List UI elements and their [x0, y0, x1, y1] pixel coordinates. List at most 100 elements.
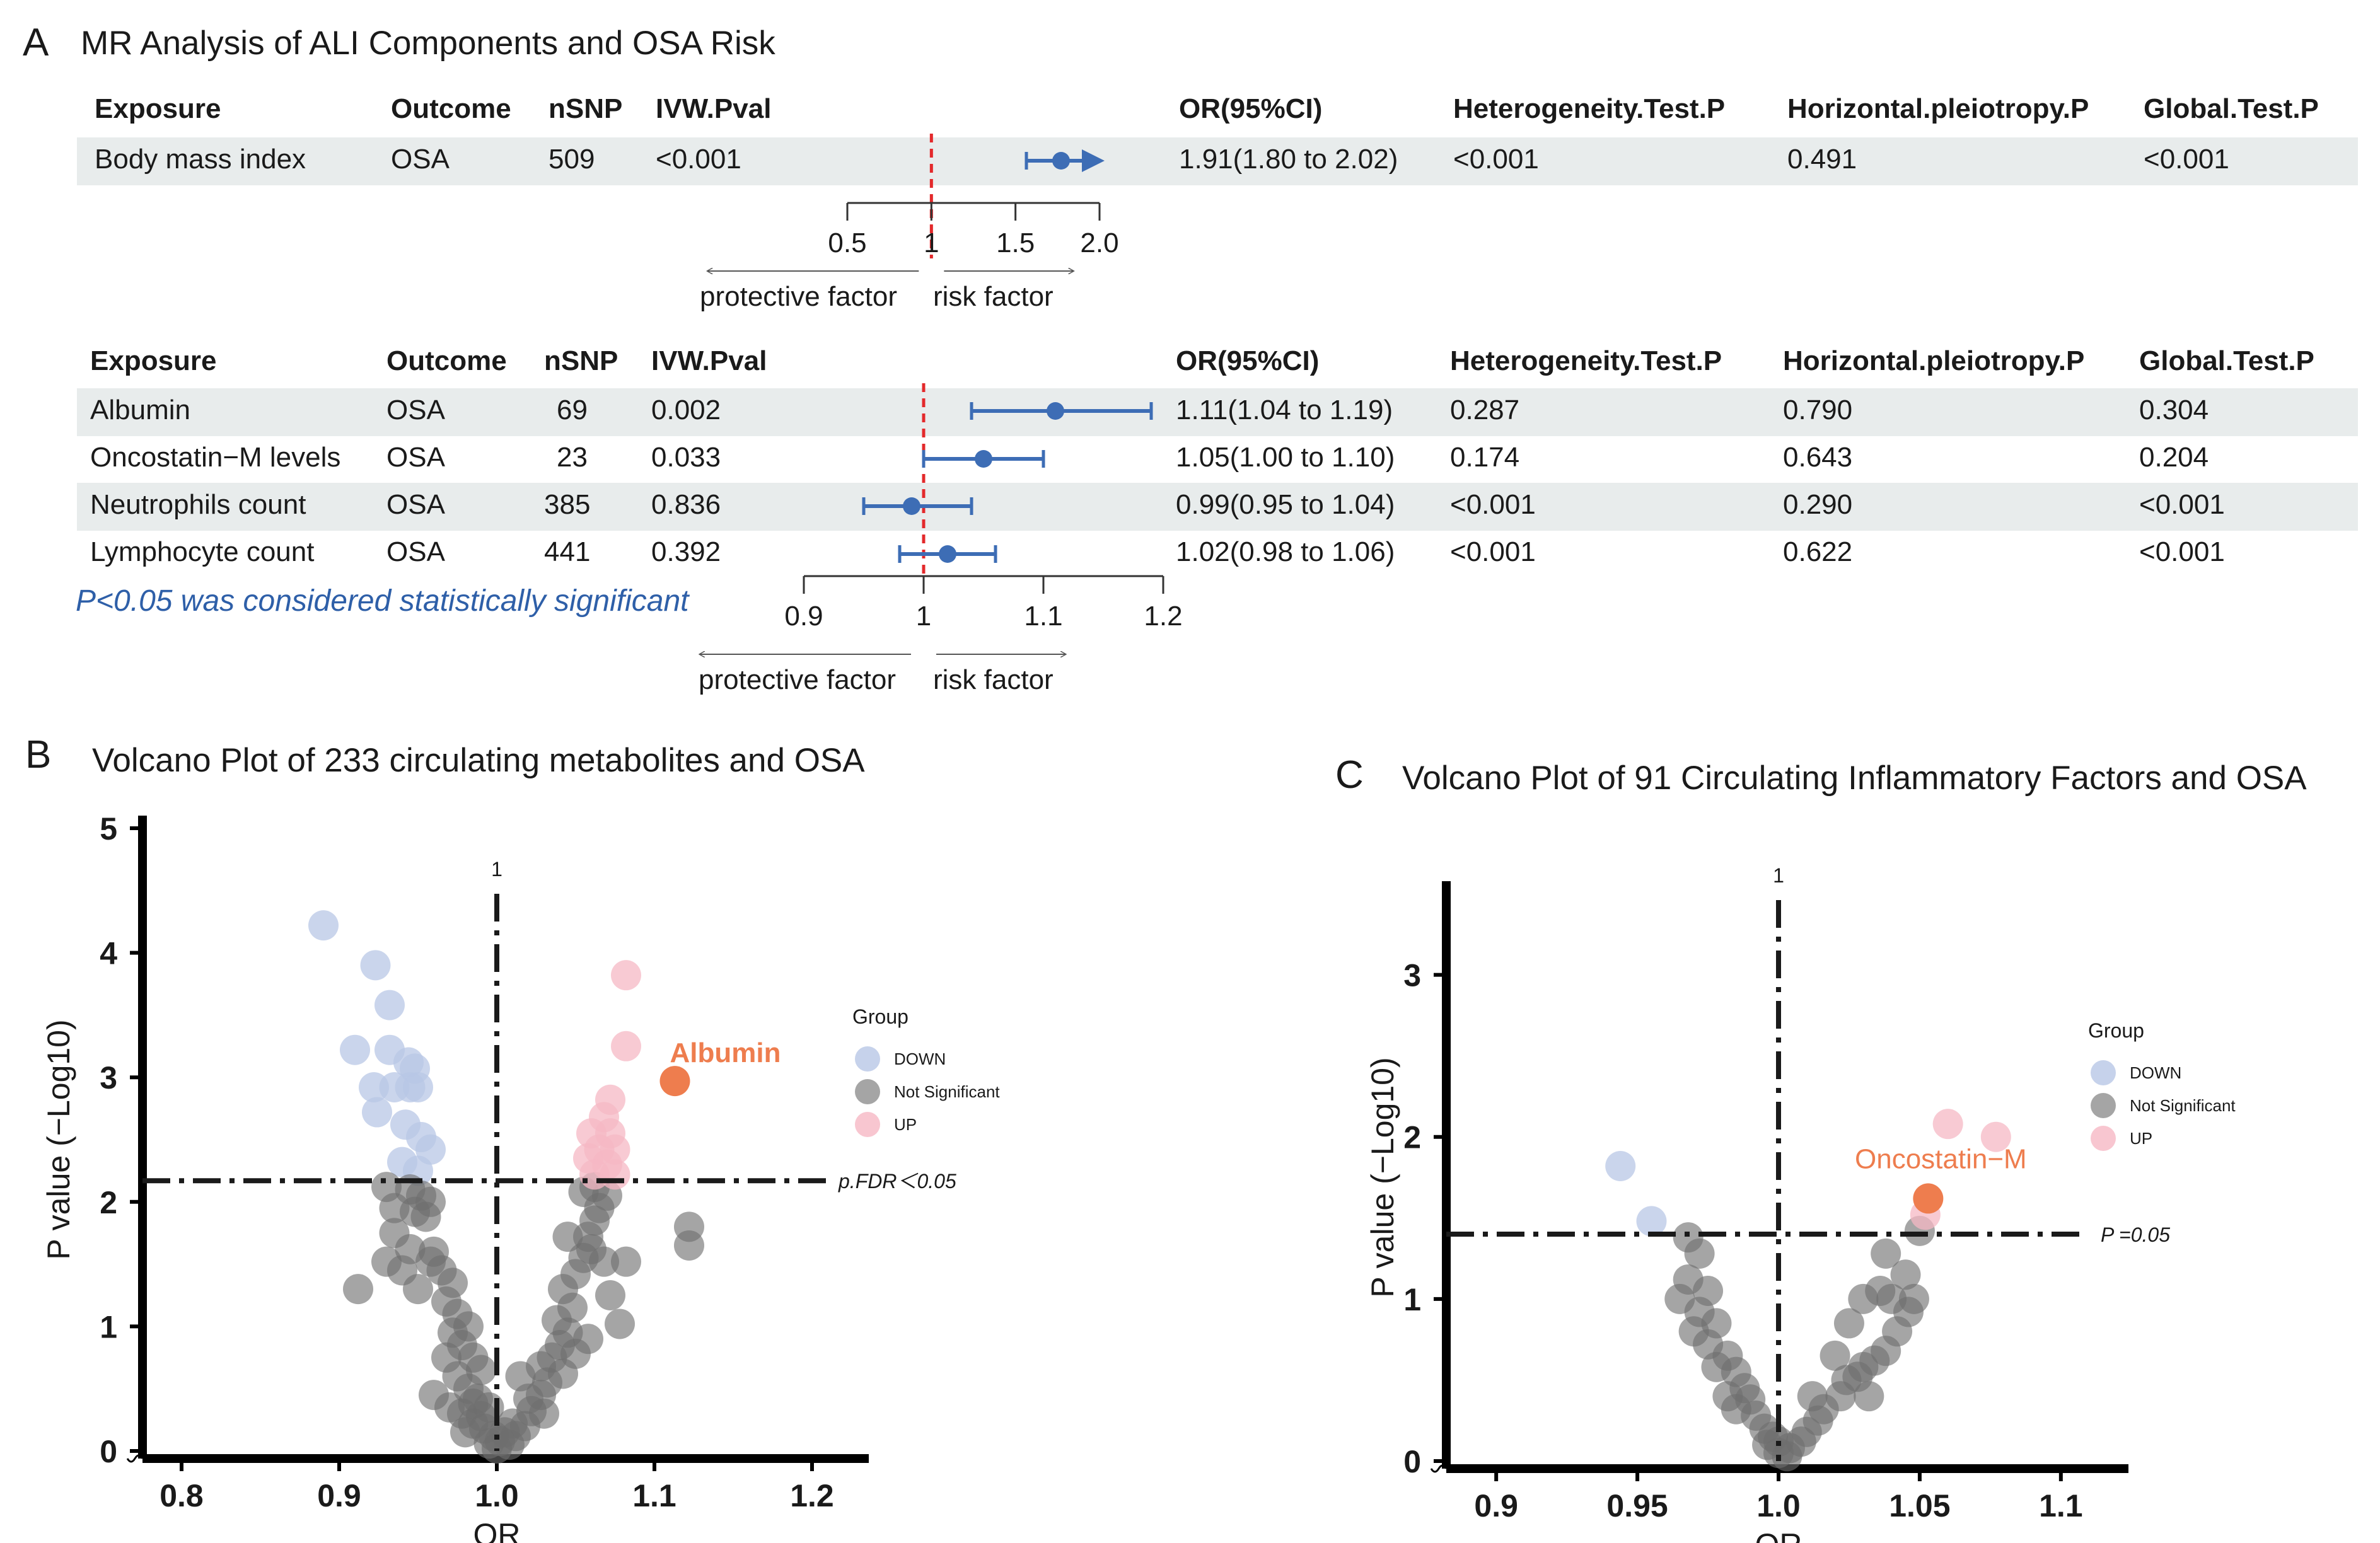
bmi-tick-label: 2.0	[1080, 228, 1118, 258]
volcano_c-point-not-significant	[1797, 1381, 1828, 1412]
table-cell-heterogeneity: <0.001	[1453, 144, 1539, 175]
volcano_b-point-not-significant	[450, 1417, 480, 1448]
volcano_b-point-not-significant	[548, 1358, 578, 1389]
table-cell-pleiotropy: 0.790	[1783, 395, 1853, 425]
volcano_b-legend-label: DOWN	[894, 1049, 946, 1068]
volcano_c-xtick-label: 1.05	[1889, 1488, 1950, 1523]
volcano_b-point-not-significant	[410, 1201, 441, 1232]
volcano_b-point-down	[374, 990, 405, 1020]
volcano_b-xtick-label: 0.9	[317, 1478, 361, 1513]
table-cell-heterogeneity: 0.174	[1450, 442, 1520, 473]
table-cell-global: 0.304	[2139, 395, 2209, 425]
ali-tick-label: 0.9	[784, 601, 823, 632]
volcano_b-ytick-label: 4	[100, 936, 117, 971]
volcano_b-xtick-label: 1.1	[632, 1478, 676, 1513]
volcano_c-legend-swatch	[2091, 1060, 2116, 1085]
volcano_c-point-not-significant	[1854, 1381, 1884, 1412]
volcano_c-ytick-label: 3	[1403, 958, 1421, 993]
volcano_b-point-not-significant	[494, 1430, 525, 1460]
table-cell-global: <0.001	[2139, 536, 2225, 567]
hdr-nsnp: nSNP	[544, 345, 618, 376]
table-cell-ivw-pval: 0.002	[651, 395, 721, 425]
hdr-exposure: Exposure	[90, 345, 217, 376]
table-cell-global: <0.001	[2139, 489, 2225, 520]
bmi-tick-label: 1.5	[996, 228, 1035, 258]
volcano_c-legend-title: Group	[2088, 1019, 2144, 1042]
table-cell-exposure: Lymphocyte count	[90, 536, 315, 567]
volcano_b-xtick-label: 1.0	[475, 1478, 519, 1513]
hdr-exposure: Exposure	[95, 93, 221, 124]
forest1-protective-label: protective factor	[700, 281, 898, 312]
significance-note: P<0.05 was considered statistically sign…	[76, 584, 689, 618]
volcano_c-ylabel: P value (−Log10)	[1365, 1057, 1400, 1297]
forest-point-1	[975, 450, 992, 468]
table-cell-global: 0.204	[2139, 442, 2209, 473]
volcano_b-legend-swatch	[855, 1046, 880, 1072]
volcano_b-point-not-significant	[419, 1236, 449, 1267]
volcano_c-legend-label: UP	[2130, 1129, 2152, 1148]
volcano_c-point-not-significant	[1684, 1238, 1715, 1269]
volcano_b-point-down	[362, 1097, 392, 1128]
volcano_c-point-down	[1636, 1206, 1667, 1237]
table2-row-bg-3	[77, 483, 2358, 531]
volcano_c-highlight-label: Oncostatin−M	[1855, 1143, 2027, 1174]
forest-point-2	[903, 497, 920, 515]
panel-c-title: Volcano Plot of 91 Circulating Inflammat…	[1402, 760, 2307, 797]
volcano_b-legend-title: Group	[852, 1005, 908, 1028]
hdr-or-ci: OR(95%CI)	[1176, 345, 1320, 376]
volcano_b-ytick-label: 1	[100, 1309, 117, 1344]
volcano_b-point-not-significant	[595, 1280, 625, 1310]
table-cell-pleiotropy: 0.491	[1787, 144, 1857, 175]
panel-b-letter: B	[25, 733, 52, 777]
hdr-heterogeneity: Heterogeneity.Test.P	[1450, 345, 1722, 376]
panel-a-letter: A	[23, 21, 49, 64]
table1-row-bg	[77, 137, 2358, 185]
bmi-tick-label: 1	[924, 228, 939, 258]
table-cell-or-ci: 1.05(1.00 to 1.10)	[1176, 442, 1395, 473]
table-cell-heterogeneity: 0.287	[1450, 395, 1520, 425]
volcano_b-ylabel: P value (−Log10)	[41, 1019, 76, 1259]
volcano_b-point-not-significant	[343, 1274, 373, 1305]
volcano_b-vline-label: 1	[491, 858, 502, 881]
volcano_b-point-not-significant	[605, 1309, 635, 1339]
volcano_b-hline-label: p.FDR＜0.05	[838, 1170, 956, 1193]
table-cell-heterogeneity: <0.001	[1450, 536, 1536, 567]
volcano_c-point-not-significant	[1898, 1283, 1929, 1314]
table-cell-or-ci: 1.02(0.98 to 1.06)	[1176, 536, 1395, 567]
table-cell-exposure: Albumin	[90, 395, 190, 425]
table-cell-ivw-pval: <0.001	[656, 144, 741, 175]
volcano_c-vline-label: 1	[1773, 864, 1784, 887]
table-cell-global: <0.001	[2144, 144, 2229, 175]
table-cell-exposure: Body mass index	[95, 144, 306, 175]
volcano_c-legend-label: DOWN	[2130, 1063, 2181, 1082]
table-cell-or-ci: 1.11(1.04 to 1.19)	[1176, 395, 1393, 425]
hdr-global: Global.Test.P	[2139, 345, 2314, 376]
volcano_c-point-up	[1980, 1121, 2011, 1152]
hdr-pleiotropy: Horizontal.pleiotropy.P	[1787, 93, 2089, 124]
volcano_b-xlabel: OR	[473, 1517, 521, 1543]
ali-tick-label: 1	[916, 601, 931, 632]
table-cell-pleiotropy: 0.622	[1783, 536, 1853, 567]
volcano_b-point-not-significant	[552, 1222, 583, 1252]
table-cell-outcome: OSA	[386, 536, 445, 567]
panel-b-title: Volcano Plot of 233 circulating metaboli…	[92, 742, 865, 779]
hdr-or-ci: OR(95%CI)	[1179, 93, 1323, 124]
table-cell-ivw-pval: 0.836	[651, 489, 721, 520]
volcano_c-point-up	[1932, 1109, 1963, 1140]
volcano_b-point-highlight	[659, 1066, 690, 1097]
volcano_c-xtick-label: 1.1	[2039, 1488, 2083, 1523]
volcano_c-point-not-significant	[1890, 1259, 1921, 1290]
forest-point-0	[1052, 152, 1070, 170]
volcano_b-point-not-significant	[589, 1246, 619, 1277]
hdr-ivw-pval: IVW.Pval	[656, 93, 772, 124]
table-cell-nsnp: 69	[557, 395, 588, 425]
table-cell-outcome: OSA	[386, 442, 445, 473]
volcano_b-point-up	[611, 960, 641, 991]
volcano_c-ytick-label: 0	[1403, 1444, 1421, 1479]
table-cell-exposure: Oncostatin−M levels	[90, 442, 341, 473]
forest-point-0	[1047, 402, 1064, 420]
table-cell-pleiotropy: 0.290	[1783, 489, 1853, 520]
panel-a-title: MR Analysis of ALI Components and OSA Ri…	[81, 25, 775, 62]
volcano_b-point-not-significant	[505, 1361, 536, 1392]
